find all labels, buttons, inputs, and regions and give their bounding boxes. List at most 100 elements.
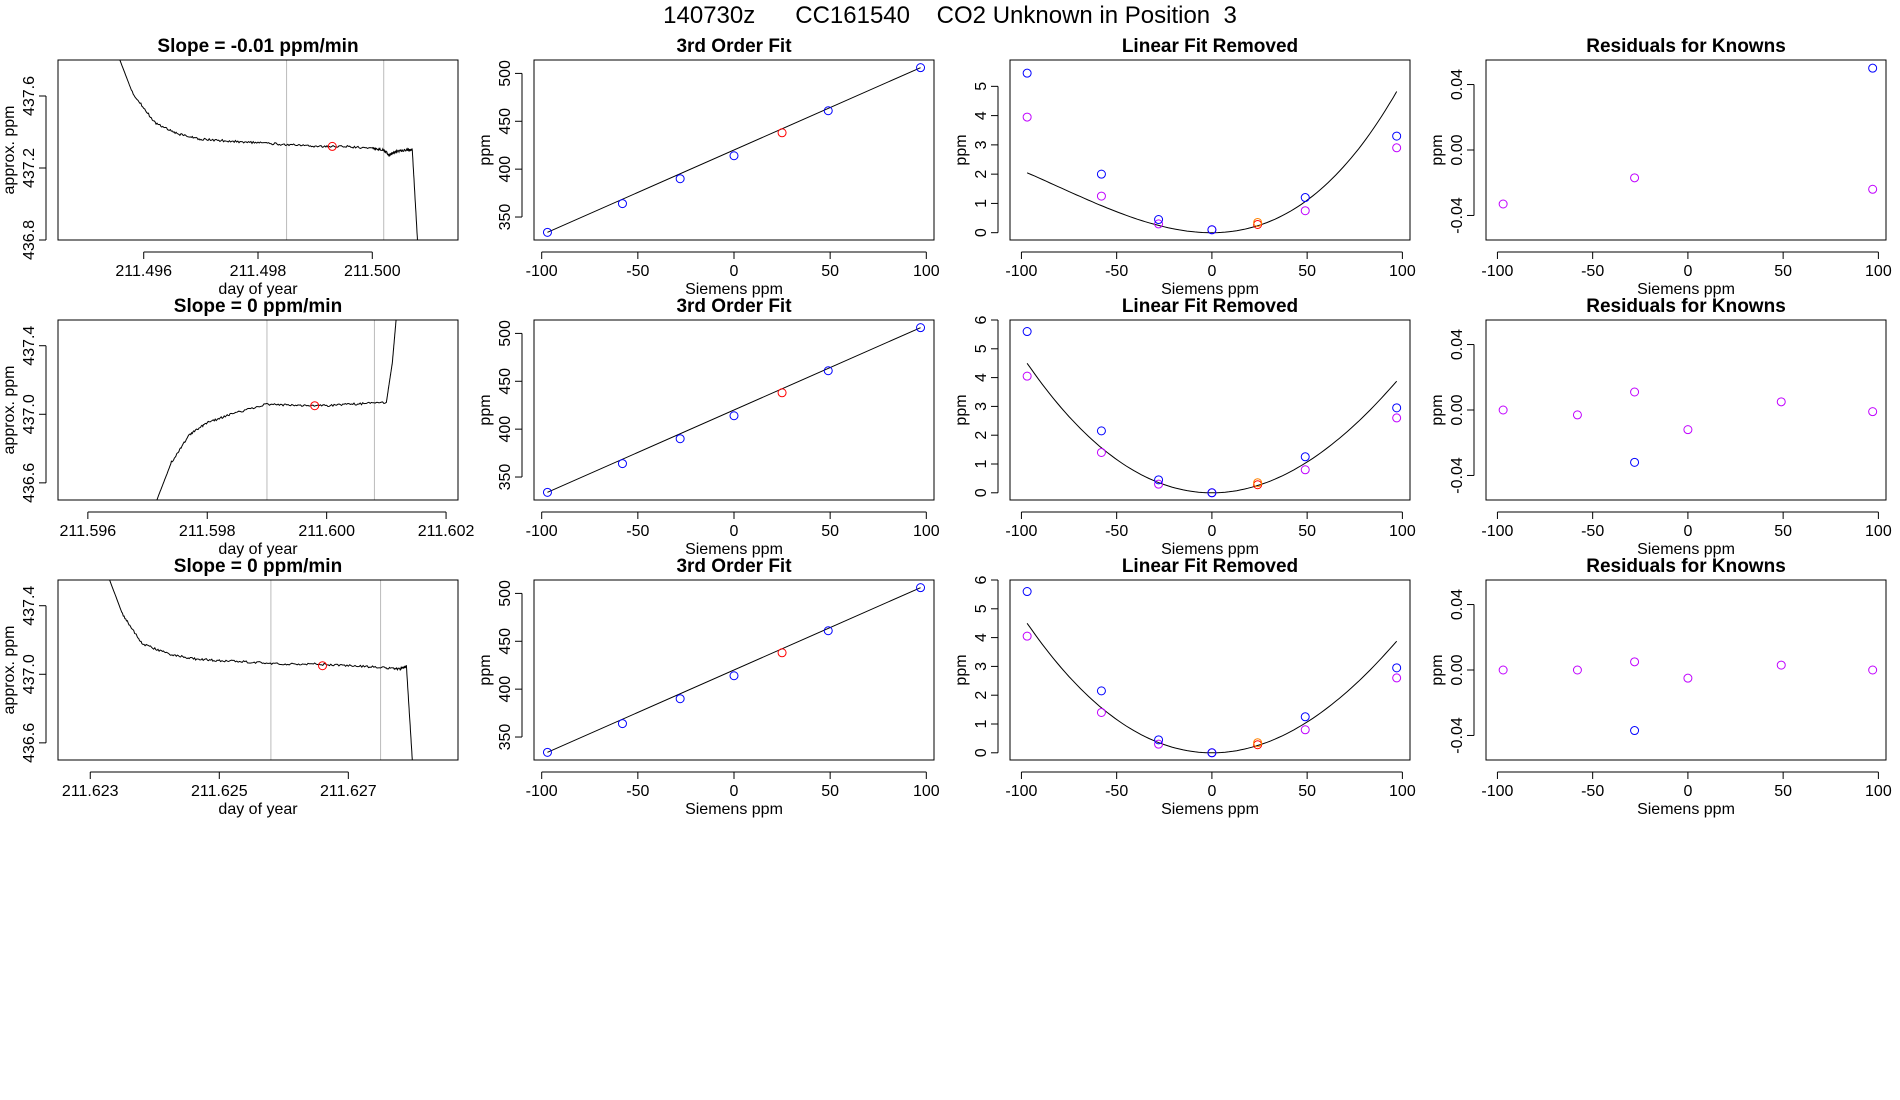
standard-point — [1392, 131, 1402, 141]
y-tick-label: 500 — [497, 320, 514, 347]
x-tick-label: -50 — [1581, 263, 1604, 280]
x-axis-label: Siemens ppm — [1637, 541, 1735, 558]
x-tick-label: 50 — [821, 263, 839, 280]
x-tick-label: -100 — [1481, 263, 1513, 280]
y-tick-label: 0 — [973, 228, 990, 237]
standard-point — [542, 487, 552, 497]
y-tick-label: 1 — [973, 719, 990, 728]
x-tick-label: -100 — [526, 783, 558, 800]
residual-point — [1630, 173, 1640, 183]
residual-point — [1683, 673, 1693, 683]
fit-line — [547, 67, 921, 233]
plot-area — [1022, 327, 1402, 498]
y-tick-label: 0.00 — [1449, 394, 1466, 425]
x-tick-label: -50 — [1581, 783, 1604, 800]
x-tick-label: -100 — [1005, 783, 1037, 800]
y-tick-label: 5 — [973, 344, 990, 353]
y-tick-label: 437.4 — [21, 326, 38, 366]
y-tick-label: 436.8 — [21, 220, 38, 260]
plot-r3-fit: 3rd Order Fit -100 -50 0 50 100 Siemens ppm 350… — [477, 556, 940, 818]
x-tick-label: -50 — [626, 523, 649, 540]
x-tick-label: 100 — [1389, 263, 1416, 280]
unknown-overlap-point — [1253, 217, 1263, 227]
x-tick-label: -50 — [626, 783, 649, 800]
standard-point — [1096, 426, 1106, 436]
standard-point — [1392, 663, 1402, 673]
residual-point — [1868, 184, 1878, 194]
plot-frame — [1009, 59, 1411, 241]
x-axis-label: Siemens ppm — [685, 541, 783, 558]
plot-frame — [1009, 319, 1411, 501]
plot-frame — [533, 59, 935, 241]
x-tick-label: 0 — [730, 783, 739, 800]
standard-point — [1392, 403, 1402, 413]
y-tick-label: 0.00 — [1449, 654, 1466, 685]
y-tick-label: 436.6 — [21, 463, 38, 503]
trace-line — [119, 60, 418, 240]
y-tick-label: 436.6 — [21, 723, 38, 763]
y-tick-label: 4 — [973, 111, 990, 120]
y-tick-label: 1 — [973, 459, 990, 468]
page-title: 140730z CC161540 CO2 Unknown in Position… — [663, 2, 1237, 29]
residual-point — [1498, 405, 1508, 415]
plot-frame — [533, 319, 935, 501]
plot-area — [1498, 387, 1878, 467]
y-tick-label: 0.04 — [1449, 329, 1466, 360]
x-tick-label: 50 — [1298, 263, 1316, 280]
x-tick-label: 50 — [821, 523, 839, 540]
y-tick-label: 0.00 — [1449, 134, 1466, 165]
plot-frame — [533, 579, 935, 761]
x-tick-label: 50 — [1774, 263, 1792, 280]
y-tick-label: 0.04 — [1449, 589, 1466, 620]
y-tick-label: -0.04 — [1449, 457, 1466, 494]
standard-point — [1154, 735, 1164, 745]
fit-line — [547, 587, 921, 753]
x-tick-label: 100 — [1865, 523, 1892, 540]
y-tick-label: 437.0 — [21, 654, 38, 694]
standard-point — [675, 434, 685, 444]
y-tick-label: 400 — [497, 156, 514, 183]
residual-point — [1572, 410, 1582, 420]
y-axis-label: approx. ppm — [1, 106, 18, 195]
y-axis-label: ppm — [1429, 134, 1446, 165]
unknown-point — [777, 128, 787, 138]
residual-point — [1498, 199, 1508, 209]
plot-title: Slope = 0 ppm/min — [174, 556, 342, 577]
plot-r3-trace: Slope = 0 ppm/min 211.623 211.625 211.627 da… — [1, 556, 459, 818]
residual-point — [1096, 707, 1106, 717]
y-tick-label: -0.04 — [1449, 197, 1466, 234]
plot-area — [1498, 657, 1878, 736]
y-tick-label: 350 — [497, 464, 514, 491]
standard-point — [1154, 215, 1164, 225]
residual-point — [1022, 631, 1032, 641]
standard-point — [617, 719, 627, 729]
x-tick-label: 211.598 — [179, 523, 236, 540]
x-tick-label: -100 — [1005, 263, 1037, 280]
x-tick-label: -100 — [1005, 523, 1037, 540]
standard-point — [916, 583, 926, 593]
y-tick-label: 350 — [497, 204, 514, 231]
residual-point — [1630, 387, 1640, 397]
plot-area — [542, 583, 926, 757]
plot-title: 3rd Order Fit — [676, 36, 792, 57]
standard-point — [729, 671, 739, 681]
residual-point — [1300, 725, 1310, 735]
x-tick-label: 211.600 — [298, 523, 355, 540]
plot-title: Linear Fit Removed — [1122, 296, 1298, 317]
plot-frame — [1485, 319, 1887, 501]
residual-point — [1022, 112, 1032, 122]
x-tick-label: -50 — [1105, 263, 1128, 280]
x-tick-label: 211.496 — [115, 263, 172, 280]
x-tick-label: 0 — [1207, 523, 1216, 540]
residual-point — [1300, 206, 1310, 216]
standard-point — [1207, 488, 1217, 498]
x-tick-label: 211.625 — [191, 783, 248, 800]
trace-line — [109, 580, 413, 760]
standard-point — [1096, 686, 1106, 696]
unknown-point — [777, 388, 787, 398]
x-tick-label: 0 — [1683, 783, 1692, 800]
y-tick-label: 450 — [497, 108, 514, 135]
x-axis-label: Siemens ppm — [1161, 281, 1259, 298]
x-tick-label: 211.627 — [320, 783, 377, 800]
